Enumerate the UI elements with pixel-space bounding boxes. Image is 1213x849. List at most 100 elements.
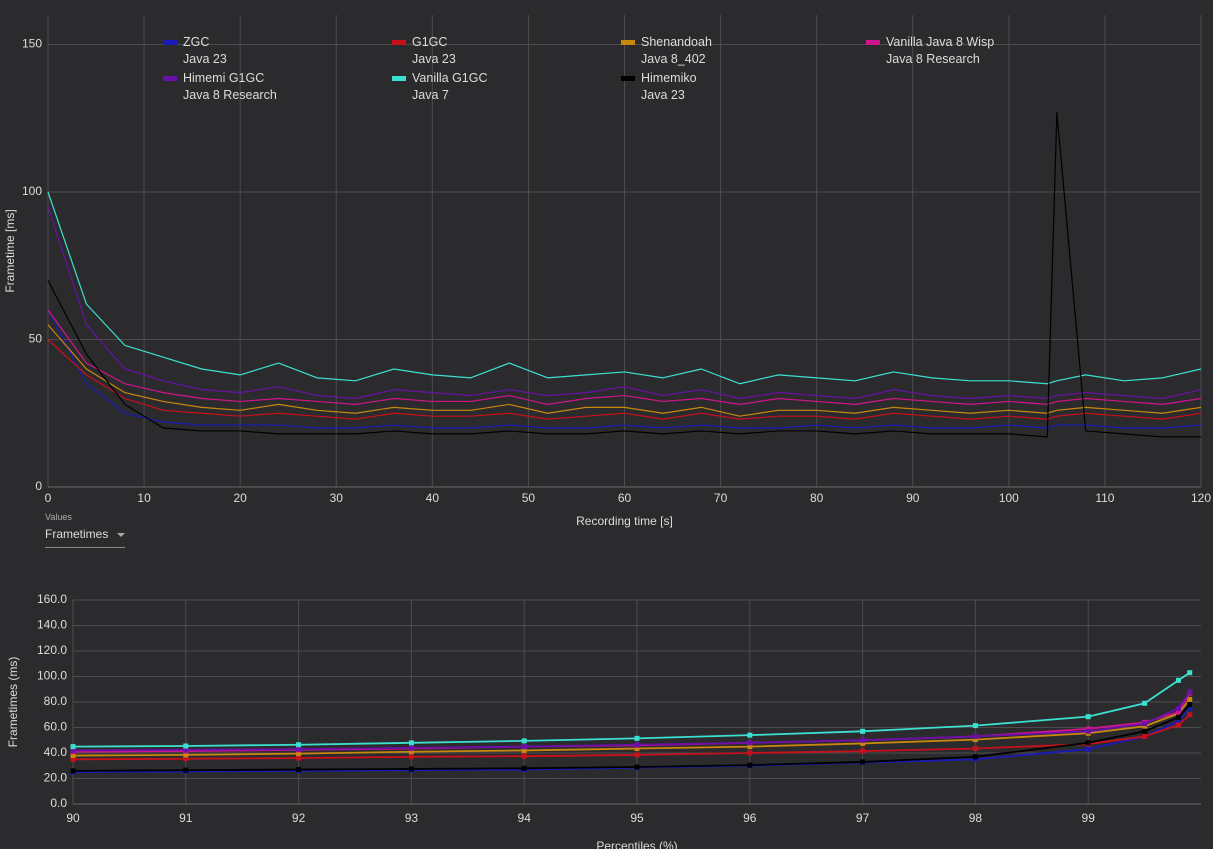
legend: ZGC Java 23 G1GC Java 23Shenandoah Java 8… [163,34,1095,104]
x-tick-label: 99 [1082,811,1096,825]
y-tick-label: 40.0 [44,745,68,759]
point-marker [1086,740,1091,745]
y-axis-title: Frametime [ms] [3,209,17,292]
point-marker [1142,729,1147,734]
point-marker [1142,734,1147,739]
x-tick-label: 80 [810,491,824,505]
x-tick-label: 30 [330,491,344,505]
x-tick-label: 10 [137,491,151,505]
x-tick-label: 100 [999,491,1019,505]
y-tick-label: 100 [22,184,42,198]
y-tick-label: 0.0 [50,796,67,810]
point-marker [409,766,414,771]
point-marker [296,747,301,752]
point-marker [1176,715,1181,720]
values-dropdown[interactable]: Frametimes [45,527,125,548]
y-axis-title: Frametimes (ms) [6,657,20,748]
x-axis-title: Recording time [s] [576,514,673,528]
x-tick-label: 94 [518,811,532,825]
legend-label: Himemiko Java 23 [641,70,697,104]
point-marker [747,740,752,745]
y-tick-label: 160.0 [37,592,67,606]
point-marker [747,751,752,756]
x-tick-label: 95 [630,811,644,825]
point-marker [635,752,640,757]
legend-swatch [163,40,177,45]
legend-item: Himemiko Java 23 [621,70,866,104]
legend-item: Shenandoah Java 8_402 [621,34,866,68]
x-tick-label: 60 [618,491,632,505]
control-label: Values [45,512,72,522]
point-marker [522,738,527,743]
point-marker [1176,722,1181,727]
legend-label: ZGC Java 23 [183,34,227,68]
legend-item: ZGC Java 23 [163,34,392,68]
legend-item: Vanilla G1GC Java 7 [392,70,621,104]
point-marker [973,734,978,739]
y-tick-label: 140.0 [37,618,67,632]
legend-swatch [621,76,635,81]
point-marker [409,745,414,750]
point-marker [522,744,527,749]
dropdown-value[interactable]: Frametimes [45,527,108,541]
x-tick-label: 93 [405,811,419,825]
point-marker [973,746,978,751]
x-tick-label: 90 [66,811,80,825]
point-marker [747,733,752,738]
point-marker [296,756,301,761]
y-tick-label: 60.0 [44,720,68,734]
y-tick-label: 120.0 [37,643,67,657]
x-tick-label: 98 [969,811,983,825]
point-marker [409,754,414,759]
x-tick-label: 92 [292,811,306,825]
point-marker [973,754,978,759]
point-marker [1142,701,1147,706]
legend-label: Himemi G1GC Java 8 Research [183,70,277,104]
point-marker [635,765,640,770]
point-marker [1187,712,1192,717]
point-marker [522,766,527,771]
point-marker [1187,702,1192,707]
x-axis-title: Percentiles (%) [596,839,677,849]
legend-item: Himemi G1GC Java 8 Research [163,70,392,104]
point-marker [860,759,865,764]
point-marker [635,742,640,747]
legend-swatch [163,76,177,81]
legend-swatch [392,40,406,45]
point-marker [860,729,865,734]
point-marker [71,768,76,773]
point-marker [296,767,301,772]
point-marker [1176,706,1181,711]
legend-item: Vanilla Java 8 Wisp Java 8 Research [866,34,1095,68]
y-tick-label: 50 [29,332,43,346]
legend-swatch [866,40,880,45]
legend-label: Vanilla G1GC Java 7 [412,70,488,104]
point-marker [635,736,640,741]
point-marker [1187,689,1192,694]
y-tick-label: 20.0 [44,771,68,785]
point-marker [1187,670,1192,675]
point-marker [973,723,978,728]
x-tick-label: 40 [426,491,440,505]
legend-item: G1GC Java 23 [392,34,621,68]
x-tick-label: 70 [714,491,728,505]
legend-swatch [621,40,635,45]
x-tick-label: 50 [522,491,536,505]
x-tick-label: 0 [45,491,52,505]
series-line [73,708,1190,772]
x-tick-label: 20 [233,491,247,505]
point-marker [1176,678,1181,683]
point-marker [860,749,865,754]
legend-label: Vanilla Java 8 Wisp Java 8 Research [886,34,994,68]
legend-swatch [392,76,406,81]
x-tick-label: 97 [856,811,870,825]
point-marker [1086,747,1091,752]
y-tick-label: 0 [35,479,42,493]
point-marker [747,763,752,768]
point-marker [1086,729,1091,734]
y-tick-label: 80.0 [44,694,68,708]
x-tick-label: 90 [906,491,920,505]
dropdown-caret[interactable] [117,533,125,537]
